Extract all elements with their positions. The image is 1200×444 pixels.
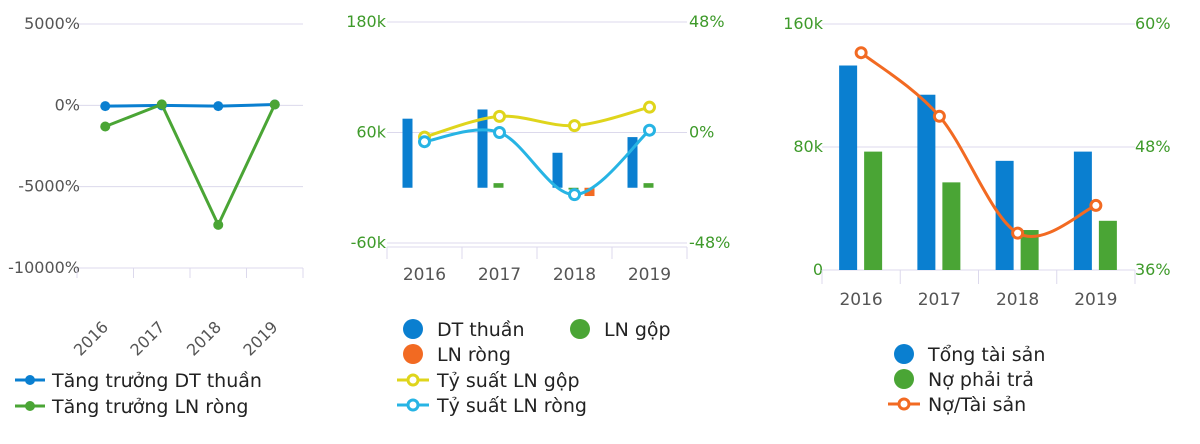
bar <box>917 94 936 270</box>
growth-chart: 5000% 0% -5000% -10000% 2016 2017 2018 2019 Tăng… <box>8 14 304 418</box>
bar <box>942 182 961 270</box>
data-point <box>213 101 224 112</box>
x-tick-label: 2017 <box>918 290 961 310</box>
data-point <box>493 109 506 123</box>
y-left-tick-label: 160k <box>783 14 824 33</box>
data-point <box>643 100 656 114</box>
y-right-tick-label: -48% <box>689 233 730 252</box>
series-line <box>424 105 650 139</box>
data-point <box>100 121 111 132</box>
assets-liabilities-chart: 160k 80k 0 60% 48% 36% 2016 2017 2018 2019 Tổng tà… <box>783 14 1170 416</box>
data-point <box>100 101 111 112</box>
series-line <box>104 102 277 229</box>
legend-label: Nợ phải trả <box>928 369 1034 391</box>
legend-label: Tăng trưởng LN ròng <box>51 396 248 418</box>
legend-label: LN ròng <box>437 344 511 366</box>
legend-label: Tỷ suất LN ròng <box>436 395 587 417</box>
bar <box>402 118 413 188</box>
data-point <box>493 126 506 139</box>
legend-label: DT thuần <box>437 319 525 341</box>
y-tick-label: -5000% <box>18 177 80 196</box>
y-right-tick-label: 48% <box>1135 137 1171 156</box>
y-right-tick-label: 0% <box>689 123 714 142</box>
y-left-tick-label: 180k <box>346 12 387 31</box>
series-line <box>105 103 275 108</box>
x-tick-label: 2018 <box>553 265 596 285</box>
y-tick-label: 5000% <box>24 14 80 33</box>
bar <box>552 152 563 188</box>
legend-marker-icon <box>406 373 420 387</box>
legend-label: Tổng tài sản <box>927 344 1045 366</box>
legend-dot-icon <box>894 344 914 364</box>
bar <box>864 151 883 270</box>
data-point <box>932 109 946 123</box>
bar <box>995 160 1014 270</box>
data-point <box>1089 198 1103 212</box>
x-tick-label: 2016 <box>70 317 112 359</box>
bar <box>493 183 504 188</box>
bar <box>477 109 488 188</box>
revenue-profit-chart: 180k 60k -60k 48% 0% -48% 2016 2017 2018 2019 DT t… <box>346 12 730 417</box>
legend-label: Tăng trưởng DT thuần <box>51 370 262 392</box>
y-left-tick-label: 0 <box>813 260 823 279</box>
data-point <box>1011 226 1025 240</box>
x-tick-label: 2018 <box>996 290 1039 310</box>
y-left-tick-label: -60k <box>351 233 387 252</box>
y-right-tick-label: 60% <box>1135 14 1171 33</box>
legend-marker-icon <box>406 398 420 412</box>
bar <box>627 137 638 188</box>
data-point <box>643 123 656 137</box>
bar <box>584 187 595 197</box>
x-tick-label: 2016 <box>403 265 446 285</box>
bar <box>1098 220 1117 270</box>
legend-label: LN gộp <box>604 319 671 341</box>
x-tick-label: 2017 <box>478 265 521 285</box>
legend-marker-icon <box>25 401 35 411</box>
y-tick-label: 0% <box>55 95 80 114</box>
legend-marker-icon <box>897 397 911 411</box>
y-tick-label: -10000% <box>8 258 80 277</box>
legend-label: Tỷ suất LN gộp <box>436 370 580 392</box>
series-line <box>860 51 1097 238</box>
x-tick-label: 2019 <box>239 317 281 359</box>
legend-dot-icon <box>403 344 423 364</box>
bar <box>643 183 654 188</box>
x-tick-label: 2018 <box>183 317 225 359</box>
data-point <box>854 46 868 60</box>
y-right-tick-label: 36% <box>1135 260 1171 279</box>
legend-dot-icon <box>570 319 590 339</box>
legend-dot-icon <box>894 369 914 389</box>
bar <box>1073 151 1092 270</box>
x-tick-label: 2019 <box>1074 290 1117 310</box>
data-point <box>568 188 581 202</box>
series-line <box>424 128 651 197</box>
data-point <box>213 219 224 230</box>
y-left-tick-label: 80k <box>793 137 823 156</box>
data-point <box>568 119 581 133</box>
legend-dot-icon <box>403 319 423 339</box>
data-point <box>269 99 280 110</box>
x-tick-label: 2019 <box>628 265 671 285</box>
x-tick-label: 2017 <box>126 317 168 359</box>
bar <box>839 65 858 270</box>
data-point <box>156 99 167 110</box>
data-point <box>418 135 431 149</box>
bar <box>1020 230 1039 270</box>
legend-label: Nợ/Tài sản <box>928 394 1026 416</box>
x-tick-label: 2016 <box>839 290 882 310</box>
y-left-tick-label: 60k <box>356 123 386 142</box>
legend-marker-icon <box>25 375 35 385</box>
y-right-tick-label: 48% <box>689 12 725 31</box>
